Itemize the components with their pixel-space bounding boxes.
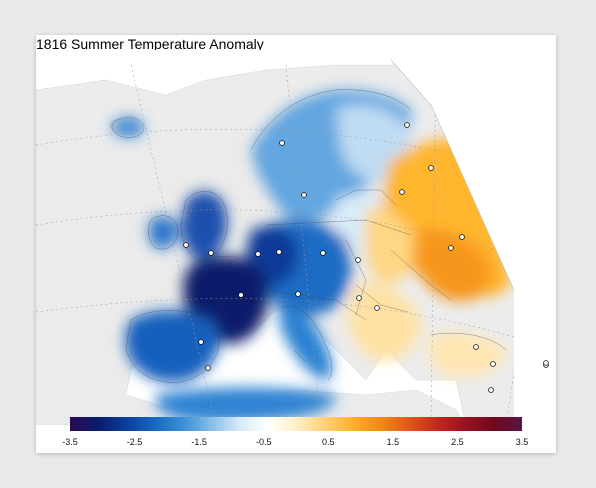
zone-north-africa — [155, 387, 336, 422]
map-title: 1816 Summer Temperature Anomaly — [36, 36, 264, 52]
station-marker — [356, 295, 362, 301]
colorbar-tick-label: -3.5 — [62, 437, 78, 447]
colorbar-tick-label: -2.5 — [126, 437, 143, 447]
station-marker — [459, 234, 465, 240]
station-marker — [255, 251, 261, 257]
station-marker — [543, 360, 549, 366]
station-marker — [301, 192, 307, 198]
colorbar — [70, 417, 522, 431]
figure: 1816 Summer Temperature Anomaly — [36, 35, 556, 453]
station-marker — [473, 344, 479, 350]
station-marker — [404, 122, 410, 128]
station-marker — [295, 291, 301, 297]
colorbar-gradient — [70, 417, 522, 431]
station-marker — [490, 361, 496, 367]
zone-britain — [181, 191, 228, 260]
station-marker — [488, 387, 494, 393]
station-marker — [198, 339, 204, 345]
zone-ukraine — [414, 229, 492, 301]
colorbar-tick-label: -0.5 — [255, 437, 272, 447]
colorbar-tick-label: 1.5 — [386, 437, 400, 447]
stations — [183, 122, 549, 393]
station-marker — [374, 305, 380, 311]
zone-italy — [279, 306, 332, 380]
station-marker — [399, 189, 405, 195]
colorbar-tick-label: 0.5 — [322, 437, 335, 447]
station-marker — [355, 257, 361, 263]
station-marker — [183, 242, 189, 248]
zone-anatolia — [428, 333, 506, 377]
colorbar-tick-label: 3.5 — [515, 437, 529, 447]
colorbar-ticks: -3.5 -2.5 -1.5 -0.5 0.5 1.5 2.5 3.5 — [62, 437, 528, 451]
station-marker — [320, 250, 326, 256]
colorbar-tick-label: 2.5 — [451, 437, 464, 447]
station-marker — [276, 249, 282, 255]
station-marker — [279, 140, 285, 146]
zone-iberia — [125, 310, 220, 383]
station-marker — [238, 292, 244, 298]
borders — [111, 89, 507, 383]
zone-ireland — [148, 215, 178, 250]
station-marker — [448, 245, 454, 251]
station-marker — [428, 165, 434, 171]
colorbar-tick-label: -1.5 — [191, 437, 207, 447]
zone-balkans — [347, 284, 421, 361]
station-marker — [205, 365, 211, 371]
anomaly-field — [112, 89, 511, 422]
station-marker — [208, 250, 214, 256]
anomaly-map — [36, 50, 556, 425]
domain-edge — [390, 59, 515, 291]
